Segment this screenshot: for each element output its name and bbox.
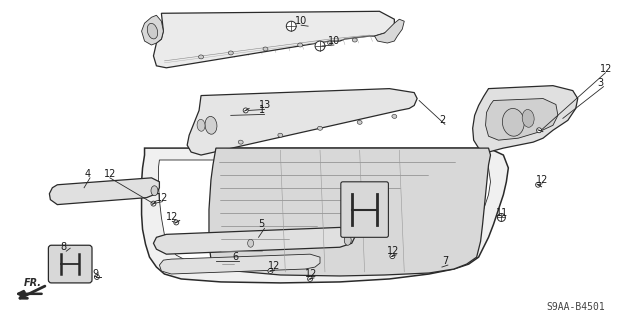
Circle shape <box>536 182 541 187</box>
Polygon shape <box>154 11 394 68</box>
Circle shape <box>497 213 506 221</box>
Text: 6: 6 <box>233 252 239 262</box>
FancyBboxPatch shape <box>341 182 388 237</box>
Text: 12: 12 <box>600 64 612 74</box>
Text: 5: 5 <box>259 219 265 229</box>
Text: FR.: FR. <box>24 278 42 288</box>
Ellipse shape <box>228 51 233 55</box>
Text: 3: 3 <box>598 78 604 88</box>
Circle shape <box>536 128 541 133</box>
Text: 1: 1 <box>259 106 265 115</box>
Text: 12: 12 <box>305 269 317 279</box>
Text: S9AA-B4501: S9AA-B4501 <box>547 302 605 312</box>
Text: 2: 2 <box>439 115 445 125</box>
Ellipse shape <box>502 108 524 136</box>
Circle shape <box>95 274 99 279</box>
Ellipse shape <box>263 47 268 51</box>
Ellipse shape <box>278 133 283 137</box>
Text: 12: 12 <box>387 246 400 256</box>
Polygon shape <box>374 19 404 43</box>
Circle shape <box>151 201 156 206</box>
Text: 12: 12 <box>268 261 281 271</box>
Polygon shape <box>159 160 490 269</box>
Text: 7: 7 <box>442 256 448 266</box>
Ellipse shape <box>352 38 357 42</box>
Ellipse shape <box>147 23 157 39</box>
Polygon shape <box>141 15 163 45</box>
Text: 10: 10 <box>328 36 340 46</box>
Ellipse shape <box>522 109 534 127</box>
Text: 8: 8 <box>60 242 67 252</box>
Polygon shape <box>141 148 508 283</box>
Circle shape <box>308 277 312 281</box>
Text: 4: 4 <box>84 169 90 179</box>
Ellipse shape <box>328 41 332 45</box>
Polygon shape <box>486 99 558 140</box>
Polygon shape <box>473 85 578 152</box>
Polygon shape <box>209 148 490 276</box>
Text: 12: 12 <box>536 175 548 185</box>
Polygon shape <box>187 89 417 155</box>
Text: 13: 13 <box>259 100 271 110</box>
Text: 9: 9 <box>92 269 98 279</box>
Polygon shape <box>159 254 320 274</box>
FancyBboxPatch shape <box>49 245 92 283</box>
Ellipse shape <box>248 239 253 247</box>
Ellipse shape <box>344 235 351 245</box>
Ellipse shape <box>357 120 362 124</box>
Ellipse shape <box>392 115 397 118</box>
Text: 10: 10 <box>295 16 307 26</box>
Ellipse shape <box>205 116 217 134</box>
Circle shape <box>390 254 395 259</box>
Text: 12: 12 <box>156 193 169 203</box>
Text: 12: 12 <box>166 212 179 222</box>
Polygon shape <box>49 178 159 204</box>
Circle shape <box>286 21 296 31</box>
Text: 12: 12 <box>104 169 116 179</box>
Ellipse shape <box>198 55 204 59</box>
Circle shape <box>268 269 273 273</box>
Ellipse shape <box>151 186 158 196</box>
Circle shape <box>315 41 325 51</box>
Polygon shape <box>154 227 355 254</box>
Ellipse shape <box>238 140 243 144</box>
Text: 11: 11 <box>497 208 509 218</box>
Ellipse shape <box>197 119 205 131</box>
Ellipse shape <box>317 126 323 130</box>
Circle shape <box>174 220 179 225</box>
Ellipse shape <box>298 43 303 47</box>
Circle shape <box>243 108 248 113</box>
